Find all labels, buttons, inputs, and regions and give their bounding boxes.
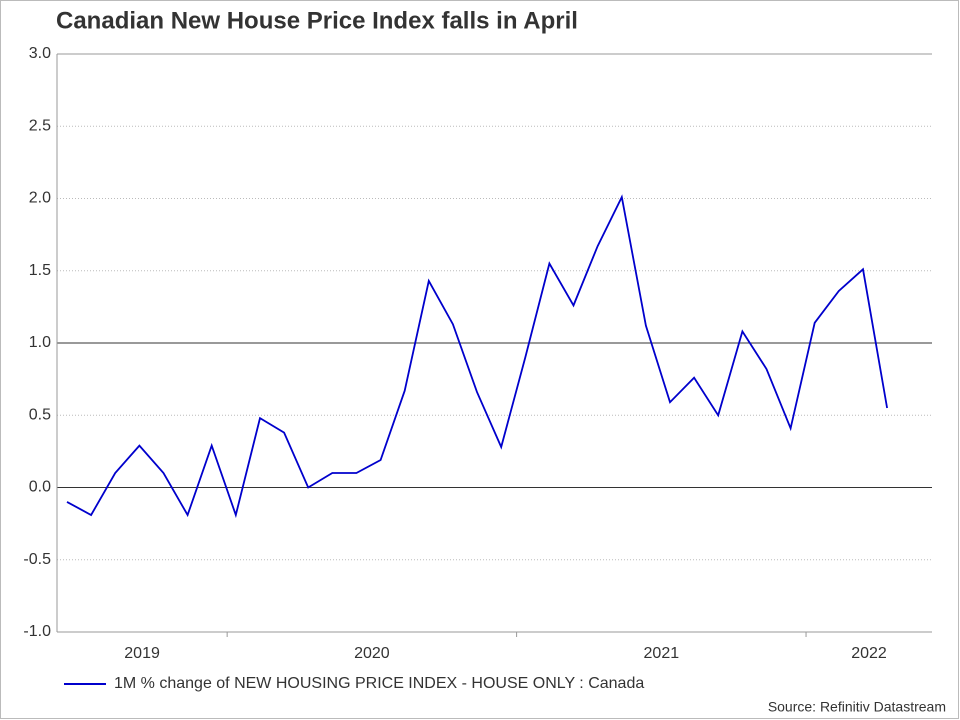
chart-title: Canadian New House Price Index falls in … (56, 7, 578, 34)
y-tick-label: 1.0 (29, 334, 51, 351)
x-tick-label: 2020 (354, 645, 390, 662)
source: Source: Refinitiv Datastream (768, 699, 946, 715)
y-tick-label: 1.5 (29, 262, 51, 279)
line-series (66, 194, 888, 519)
y-tick-label: -0.5 (23, 551, 51, 568)
x-tick-label: 2019 (124, 645, 160, 662)
y-tick-label: 0.5 (29, 406, 51, 423)
x-tick-label: 2021 (644, 645, 680, 662)
y-tick-label: 0.0 (29, 479, 51, 496)
y-tick-label: 3.0 (29, 45, 51, 62)
y-tick-label: -1.0 (23, 623, 51, 640)
x-tick-label: 2022 (851, 645, 887, 662)
legend-label: 1M % change of NEW HOUSING PRICE INDEX -… (114, 675, 644, 692)
y-tick-label: 2.0 (29, 190, 51, 207)
y-tick-label: 2.5 (29, 117, 51, 134)
